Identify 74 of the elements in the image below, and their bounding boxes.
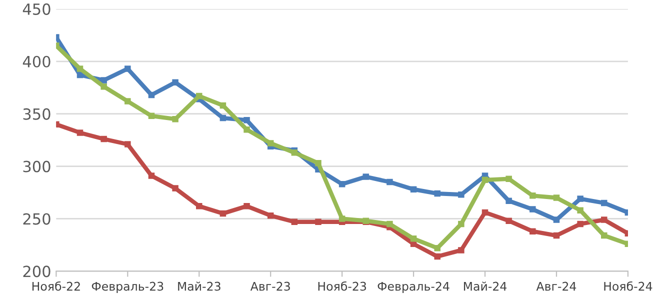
x-tick-label: Май-23 xyxy=(178,282,220,291)
point xyxy=(553,232,560,239)
point xyxy=(100,77,107,84)
point xyxy=(386,178,393,186)
point xyxy=(76,66,84,72)
point xyxy=(148,112,155,120)
point xyxy=(100,136,107,142)
point xyxy=(220,210,226,217)
point xyxy=(315,160,322,166)
point xyxy=(172,185,178,192)
y-tick-label: 350 xyxy=(23,108,50,120)
x-tick-label: Нояб-22 xyxy=(32,281,80,291)
x-tick-label: Февраль-23 xyxy=(92,282,164,294)
point xyxy=(410,236,417,242)
point xyxy=(76,130,84,136)
point xyxy=(482,176,488,184)
point xyxy=(124,66,131,72)
point xyxy=(577,207,584,214)
point xyxy=(362,174,370,180)
point xyxy=(386,220,393,228)
point xyxy=(530,206,536,212)
point xyxy=(244,117,250,124)
point xyxy=(530,192,536,199)
point xyxy=(458,220,464,228)
point xyxy=(506,176,512,182)
point xyxy=(506,198,512,204)
point xyxy=(244,203,250,210)
point xyxy=(506,218,512,224)
point xyxy=(291,150,298,156)
y-tick-label: 300 xyxy=(23,160,50,172)
point xyxy=(577,196,584,202)
point xyxy=(148,172,155,179)
point xyxy=(601,216,608,223)
point xyxy=(530,228,536,234)
point xyxy=(577,220,584,228)
point xyxy=(172,79,178,86)
point xyxy=(601,232,608,239)
y-tick-label: 450 xyxy=(22,3,50,15)
point xyxy=(553,194,560,201)
point xyxy=(220,102,226,109)
y-tick-label: 400 xyxy=(22,56,50,68)
x-tick-label: Нояб-23 xyxy=(318,281,366,291)
x-tick-label: Февраль-24 xyxy=(378,282,450,294)
point xyxy=(434,190,440,197)
point xyxy=(482,209,488,216)
point xyxy=(220,114,226,122)
point xyxy=(315,218,322,226)
point xyxy=(148,92,155,98)
point xyxy=(267,212,274,219)
x-tick-label: Авг-24 xyxy=(536,282,576,291)
y-tick-label: 200 xyxy=(23,266,50,278)
point xyxy=(291,218,298,226)
point xyxy=(124,98,131,104)
y-tick-label: 250 xyxy=(23,213,50,225)
point xyxy=(553,216,560,223)
point xyxy=(601,200,608,206)
point xyxy=(76,72,84,78)
point xyxy=(338,180,346,188)
point xyxy=(338,216,346,222)
point xyxy=(458,191,464,198)
point xyxy=(434,253,440,260)
point xyxy=(100,83,107,90)
x-tick-label: Нояб-24 xyxy=(604,281,652,291)
point xyxy=(196,92,202,100)
point xyxy=(434,244,440,252)
x-tick-label: Май-24 xyxy=(464,282,507,291)
point xyxy=(124,141,131,148)
point xyxy=(244,126,250,133)
point xyxy=(267,140,274,146)
x-tick-label: Авг-23 xyxy=(250,282,290,291)
point xyxy=(172,116,178,122)
point xyxy=(196,203,202,210)
point xyxy=(410,186,417,192)
point xyxy=(458,247,464,254)
